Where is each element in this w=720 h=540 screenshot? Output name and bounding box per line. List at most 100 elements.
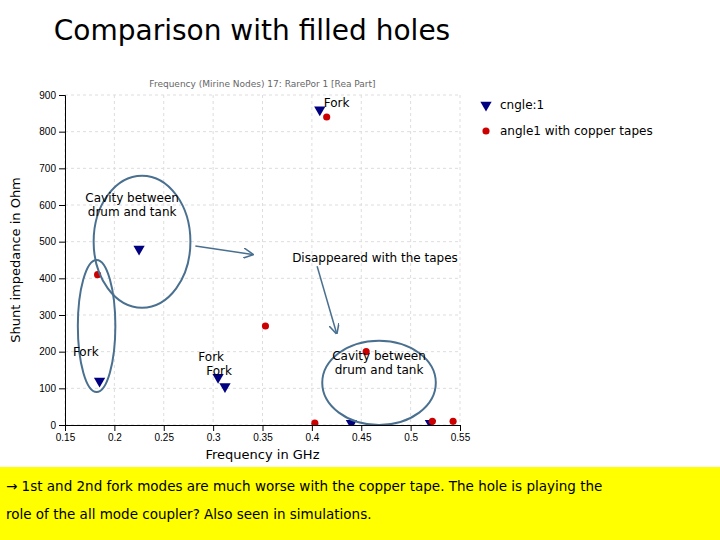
y-grid-line bbox=[65, 131, 460, 132]
y-tick: 100 bbox=[39, 383, 65, 394]
x-tick-mark bbox=[114, 425, 115, 431]
legend-label: cngle:1 bbox=[500, 98, 544, 112]
y-tick: 500 bbox=[39, 236, 65, 247]
ellipse bbox=[78, 260, 116, 392]
legend-symbol bbox=[482, 127, 489, 134]
x-axis: 0.15 0.2 0.25 0.3 0.35 0.4 0.45 0.5 0.55 bbox=[56, 425, 471, 443]
legend-item: angle1 with copper tapes bbox=[482, 124, 652, 138]
x-grid-line bbox=[163, 95, 164, 425]
x-tick-label: 0.15 bbox=[56, 432, 76, 443]
y-axis: 0 100 200 300 400 500 600 700 800 900 bbox=[39, 90, 65, 431]
y-grid-line bbox=[65, 388, 460, 389]
annotation: Cavity betweendrum and tank bbox=[332, 349, 426, 377]
y-axis-line bbox=[59, 96, 66, 426]
y-tick-label: 600 bbox=[39, 200, 56, 211]
x-tick: 0.2 bbox=[108, 425, 122, 443]
y-grid-line bbox=[65, 241, 460, 242]
legend-symbol bbox=[480, 102, 491, 112]
x-tick-label: 0.25 bbox=[155, 432, 175, 443]
x-tick: 0.55 bbox=[451, 425, 471, 443]
point bbox=[323, 113, 330, 120]
annotation: Disappeared with the tapes bbox=[292, 251, 458, 265]
point bbox=[429, 418, 436, 425]
x-grid-line bbox=[460, 95, 461, 425]
y-tick-mark bbox=[59, 388, 65, 389]
annotation-arrow bbox=[317, 266, 336, 333]
y-tick-mark bbox=[59, 205, 65, 206]
x-tick-label: 0.55 bbox=[451, 432, 471, 443]
y-tick-label: 100 bbox=[39, 383, 56, 394]
y-tick-mark bbox=[59, 95, 65, 96]
y-tick-mark bbox=[59, 278, 65, 279]
x-tick-label: 0.3 bbox=[207, 432, 221, 443]
y-tick-mark bbox=[59, 168, 65, 169]
annotation: Cavity betweendrum and tank bbox=[85, 191, 179, 219]
chart: Comparison with filled holes Frequency (M… bbox=[0, 0, 720, 540]
x-tick-mark bbox=[312, 425, 313, 431]
x-tick: 0.5 bbox=[404, 425, 418, 443]
y-tick: 400 bbox=[39, 273, 65, 284]
y-tick-mark bbox=[59, 242, 65, 243]
x-axis-title: Frequency in GHz bbox=[206, 447, 320, 462]
x-tick: 0.4 bbox=[305, 425, 319, 443]
legend-label: angle1 with copper tapes bbox=[500, 124, 653, 138]
point bbox=[262, 322, 269, 329]
x-tick: 0.45 bbox=[352, 425, 372, 443]
point bbox=[311, 420, 318, 425]
y-tick-label: 0 bbox=[50, 420, 56, 431]
x-grid-line bbox=[262, 95, 263, 425]
ellipse bbox=[322, 341, 436, 425]
y-tick-label: 700 bbox=[39, 163, 56, 174]
y-grid-line bbox=[65, 95, 460, 96]
footnote: → 1st and 2nd fork modes are much worse … bbox=[0, 467, 720, 540]
grid bbox=[65, 95, 460, 425]
plot-area bbox=[78, 106, 457, 425]
title: Comparison with filled holes bbox=[54, 14, 450, 47]
x-grid-line bbox=[114, 95, 115, 425]
point bbox=[450, 418, 457, 425]
y-tick: 800 bbox=[39, 126, 65, 137]
y-tick-label: 400 bbox=[39, 273, 56, 284]
y-tick-label: 300 bbox=[39, 310, 56, 321]
footnote-line: → 1st and 2nd fork modes are much worse … bbox=[6, 478, 602, 494]
point bbox=[219, 383, 230, 393]
y-tick: 700 bbox=[39, 163, 65, 174]
x-axis-line bbox=[66, 426, 461, 432]
legend: cngle:1 angle1 with copper tapes bbox=[480, 98, 652, 138]
y-tick-label: 800 bbox=[39, 126, 56, 137]
annotation: Fork bbox=[324, 96, 350, 110]
y-tick-mark bbox=[59, 132, 65, 133]
y-tick: 300 bbox=[39, 310, 65, 321]
y-tick-label: 500 bbox=[39, 236, 56, 247]
y-tick: 900 bbox=[39, 90, 65, 101]
y-grid-line bbox=[65, 315, 460, 316]
y-tick: 600 bbox=[39, 200, 65, 211]
x-tick: 0.15 bbox=[56, 425, 76, 443]
footnote-line: role of the all mode coupler? Also seen … bbox=[6, 506, 371, 522]
x-tick-label: 0.35 bbox=[253, 432, 273, 443]
x-tick-label: 0.2 bbox=[108, 432, 122, 443]
x-tick: 0.35 bbox=[253, 425, 273, 443]
annotation: Fork bbox=[73, 345, 99, 359]
legend-item: cngle:1 bbox=[480, 98, 544, 112]
x-tick-mark bbox=[263, 425, 264, 431]
y-tick-mark bbox=[59, 352, 65, 353]
x-tick-label: 0.4 bbox=[305, 432, 319, 443]
x-tick: 0.3 bbox=[207, 425, 221, 443]
annotation: Fork bbox=[206, 364, 232, 378]
x-tick-mark bbox=[460, 425, 461, 431]
point bbox=[133, 246, 144, 256]
x-tick-mark bbox=[361, 425, 362, 431]
y-tick-mark bbox=[59, 315, 65, 316]
arrow bbox=[195, 246, 252, 254]
y-axis-title: Shunt impedance in Ohm bbox=[8, 177, 23, 343]
x-tick-label: 0.5 bbox=[404, 432, 418, 443]
annotations: Cavity betweendrum and tank Cavity betwee… bbox=[73, 96, 458, 378]
y-tick: 200 bbox=[39, 346, 65, 357]
subtitle: Frequency (Mirine Nodes) 17: RarePor 1 [… bbox=[149, 79, 375, 89]
y-grid-line bbox=[65, 278, 460, 279]
x-tick-mark bbox=[213, 425, 214, 431]
x-tick-mark bbox=[411, 425, 412, 431]
footnote-background bbox=[0, 467, 720, 540]
x-tick: 0.25 bbox=[155, 425, 175, 443]
